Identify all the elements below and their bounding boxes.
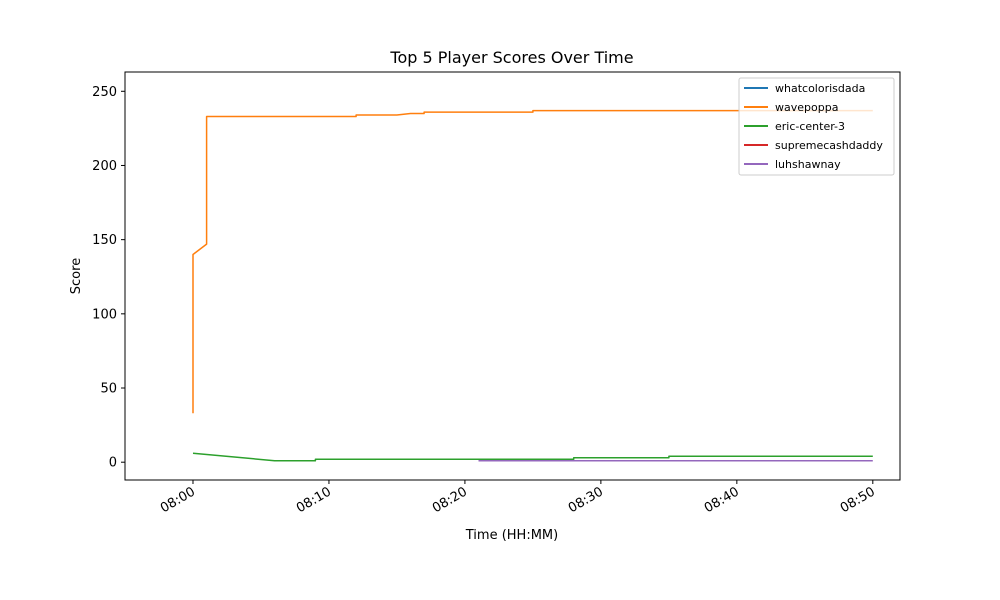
plot-frame <box>124 71 901 481</box>
y-tick-label: 50 <box>100 382 117 397</box>
y-tick-label: 250 <box>92 85 117 100</box>
y-axis-label: Score <box>69 258 84 294</box>
y-tick-label: 200 <box>92 159 117 174</box>
y-tick-label: 100 <box>92 307 117 322</box>
legend-label-eric-center-3: eric-center-3 <box>775 120 845 133</box>
y-axis-ticks: 0 50 100 150 200 250 <box>92 85 125 471</box>
legend-label-supremecashdaddy: supremecashdaddy <box>775 139 883 152</box>
series-line-eric-center-3 <box>192 452 873 462</box>
legend-label-wavepoppa: wavepoppa <box>775 101 838 114</box>
legend-box <box>738 77 895 176</box>
y-tick-label: 0 <box>109 456 117 471</box>
legend: whatcolorisdada wavepoppa eric-center-3 sup… <box>738 77 895 176</box>
chart-title: Top 5 Player Scores Over Time <box>389 48 633 67</box>
x-axis-label: Time (HH:MM) <box>465 528 558 543</box>
y-tick-label: 150 <box>92 233 117 248</box>
legend-label-luhshawnay: luhshawnay <box>775 158 841 171</box>
series-layer <box>192 109 873 462</box>
series-line-wavepoppa <box>192 109 873 414</box>
legend-label-whatcolorisdada: whatcolorisdada <box>775 82 865 95</box>
